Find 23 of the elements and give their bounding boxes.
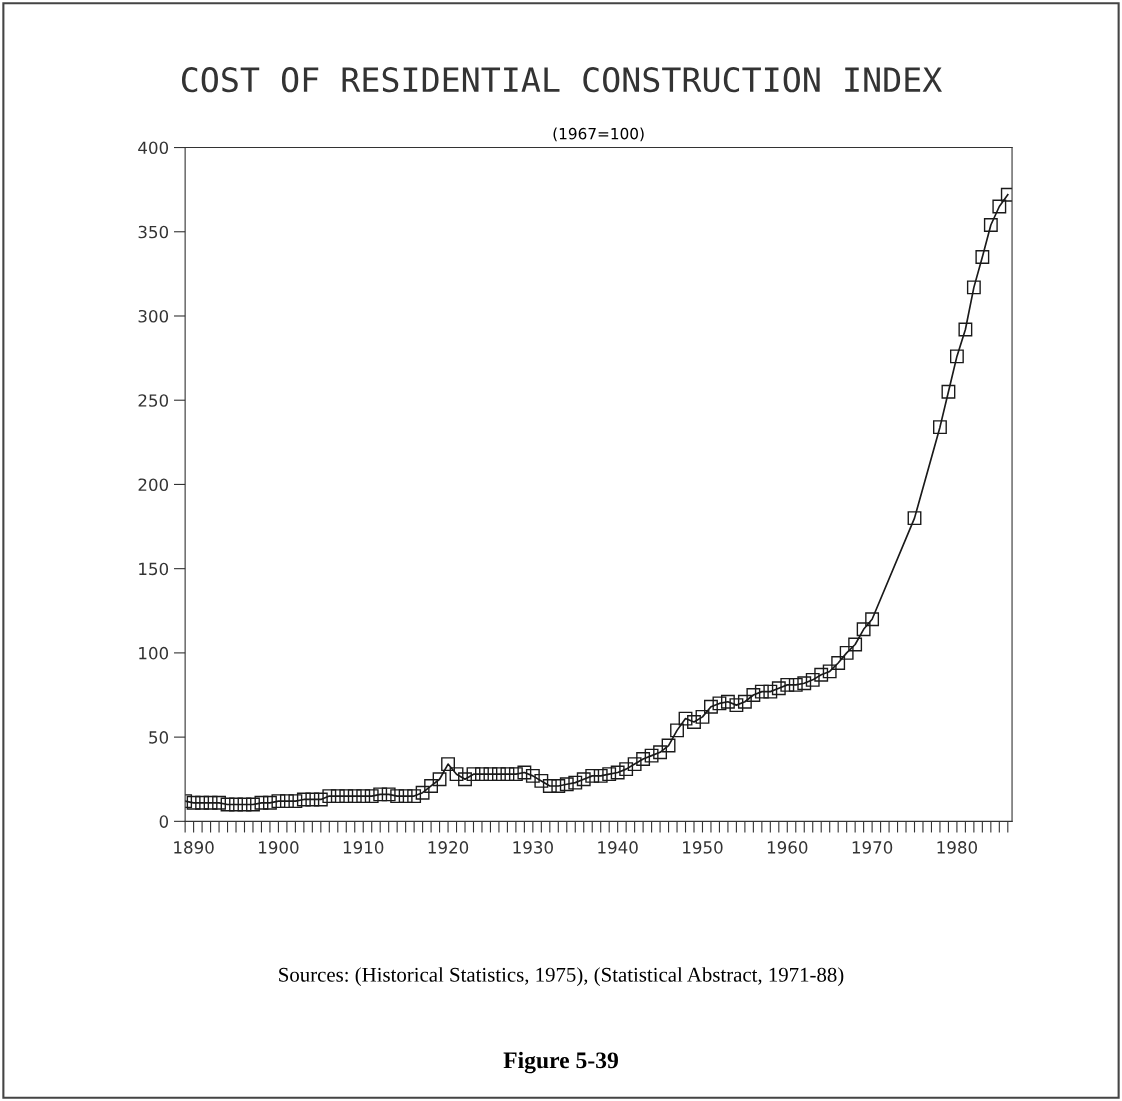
source-note: Sources: (Historical Statistics, 1975), (Statistical Abstract, 1971-88)	[279, 967, 844, 987]
y-tick-label: 150	[139, 562, 169, 576]
y-tick-label: 250	[138, 394, 169, 407]
x-tick-label: 1900	[259, 841, 299, 854]
x-tick-label: 1950	[683, 841, 723, 854]
x-tick-label: 1920	[428, 841, 469, 854]
y-tick-label: 300	[138, 309, 169, 323]
caption: Figure 5-39	[503, 1051, 618, 1074]
y-tick-label: 100	[139, 646, 169, 660]
y-tick-label: 350	[138, 225, 169, 239]
x-tick-label: 1890	[174, 841, 214, 854]
x-tick-label: 1970	[852, 841, 893, 854]
y-tick-label: 50	[149, 731, 169, 744]
x-tick-label: 1910	[343, 841, 384, 854]
y-tick-label: 0	[159, 815, 169, 828]
x-tick-label: 1980	[937, 841, 978, 854]
chart-subtitle: (1967=100)	[553, 127, 644, 142]
y-tick-label: 400	[138, 141, 169, 155]
x-tick-label: 1960	[767, 841, 808, 854]
y-tick-label: 200	[138, 478, 169, 492]
chart-title: COST OF RESIDENTIAL CONSTRUCTION INDEX	[181, 67, 942, 93]
x-tick-label: 1930	[513, 841, 553, 854]
x-tick-label: 1940	[598, 841, 638, 854]
